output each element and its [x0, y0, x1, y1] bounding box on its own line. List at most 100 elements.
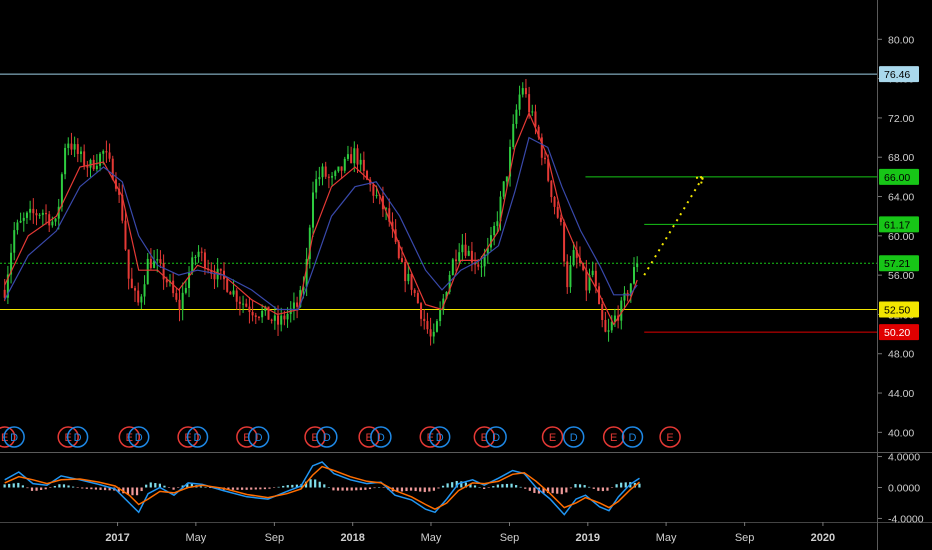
macd-histogram-bar	[163, 485, 166, 488]
candle	[57, 198, 60, 230]
candle	[226, 277, 229, 293]
level-badge-label: 76.46	[884, 69, 910, 81]
macd-histogram-bar	[346, 487, 349, 491]
macd-histogram-bar	[172, 487, 175, 490]
candle	[197, 245, 200, 263]
macd-histogram-bar	[94, 487, 98, 490]
macd-histogram-bar	[167, 487, 171, 488]
price-tick-label: 72.00	[888, 113, 914, 125]
macd-histogram-bar	[295, 484, 298, 488]
macd-histogram-bar	[236, 487, 239, 490]
dividend-marker[interactable]: D	[186, 426, 209, 448]
projection-arrow[interactable]	[643, 176, 704, 276]
candle	[569, 255, 572, 293]
dividend-marker[interactable]: D	[127, 426, 150, 448]
candle	[257, 316, 260, 321]
time-tick-label: Sep	[735, 532, 755, 544]
candle	[601, 298, 604, 328]
event-label: E	[481, 432, 488, 444]
candle	[6, 265, 9, 305]
candle	[19, 212, 22, 224]
level-badge-2[interactable]: 61.17	[879, 216, 919, 233]
macd-histogram-bar	[359, 487, 362, 491]
candle	[544, 150, 547, 164]
candle	[566, 254, 569, 294]
event-label: E	[311, 432, 318, 444]
earnings-marker[interactable]: E	[541, 426, 564, 448]
earnings-marker[interactable]: E	[358, 426, 380, 448]
level-badge-5[interactable]: 50.20	[879, 324, 919, 341]
macd-histogram-bar	[8, 483, 11, 488]
macd-histogram-bar	[583, 485, 586, 488]
candle	[89, 158, 92, 178]
macd-histogram-bar	[108, 487, 111, 491]
candle	[245, 298, 248, 308]
dividend-marker[interactable]: D	[247, 426, 270, 448]
candle	[572, 241, 575, 267]
level-badge-4[interactable]: 52.50	[879, 301, 919, 318]
price-pane[interactable]	[0, 73, 877, 346]
level-badge-1[interactable]: 66.00	[879, 168, 919, 185]
candle	[229, 290, 232, 295]
dividend-marker[interactable]: D	[316, 426, 338, 448]
level-badge-0[interactable]: 76.46	[879, 66, 919, 83]
macd-histogram-bar	[259, 487, 262, 490]
candle	[502, 180, 505, 200]
event-label: D	[10, 432, 18, 444]
macd-histogram-bar	[140, 487, 143, 492]
dividend-marker[interactable]: D	[621, 426, 644, 448]
macd-tick-label: -4.0000	[888, 513, 924, 525]
candle	[515, 104, 518, 129]
dividend-marker[interactable]: D	[562, 426, 585, 448]
candle	[108, 143, 111, 162]
event-label: D	[570, 432, 578, 444]
macd-pane[interactable]	[3, 461, 641, 516]
time-axis: 2017 May Sep 2018 May Sep 2019 May Sep 2020	[105, 522, 835, 544]
candle	[455, 249, 458, 272]
event-label: D	[74, 432, 82, 444]
candle	[99, 152, 102, 172]
macd-histogram-bar	[209, 487, 212, 488]
earnings-marker[interactable]: E	[602, 426, 625, 448]
macd-histogram-bar	[177, 487, 180, 488]
candle	[203, 248, 206, 275]
dividend-marker[interactable]: D	[428, 426, 451, 448]
macd-histogram-bar	[149, 482, 152, 488]
macd-histogram-bar	[615, 484, 618, 488]
dividend-marker[interactable]: D	[485, 426, 507, 448]
dividend-marker[interactable]: D	[66, 426, 89, 448]
candle	[232, 279, 235, 297]
candle	[563, 219, 566, 267]
macd-histogram-bar	[473, 485, 477, 488]
earnings-marker[interactable]: E	[236, 426, 258, 448]
macd-histogram-bar	[291, 484, 294, 488]
macd-histogram-bar	[492, 486, 495, 488]
dividend-marker[interactable]: D	[3, 426, 25, 448]
macd-histogram-bar	[542, 487, 545, 494]
candle	[121, 184, 124, 224]
candle	[29, 200, 32, 221]
candle	[143, 275, 146, 305]
macd-histogram-bar	[620, 482, 623, 488]
candle	[270, 318, 273, 324]
candle	[578, 246, 581, 267]
candle	[184, 280, 187, 295]
earnings-marker[interactable]: E	[473, 426, 496, 448]
candle	[337, 166, 340, 173]
candle	[213, 264, 216, 289]
price-tick-label: 64.00	[888, 192, 914, 204]
level-badge-3[interactable]: 57.21	[879, 255, 919, 272]
candle	[308, 224, 311, 269]
macd-histogram-bar	[26, 487, 29, 489]
earnings-marker[interactable]: E	[659, 426, 681, 448]
macd-histogram-bar	[286, 485, 289, 488]
candle	[636, 256, 639, 273]
time-tick-label: 2019	[576, 532, 600, 544]
candle	[524, 79, 527, 98]
macd-histogram-bar	[505, 483, 509, 488]
dividend-marker[interactable]: D	[370, 426, 392, 448]
macd-histogram-bar	[72, 486, 75, 488]
earnings-marker[interactable]: E	[304, 426, 326, 448]
